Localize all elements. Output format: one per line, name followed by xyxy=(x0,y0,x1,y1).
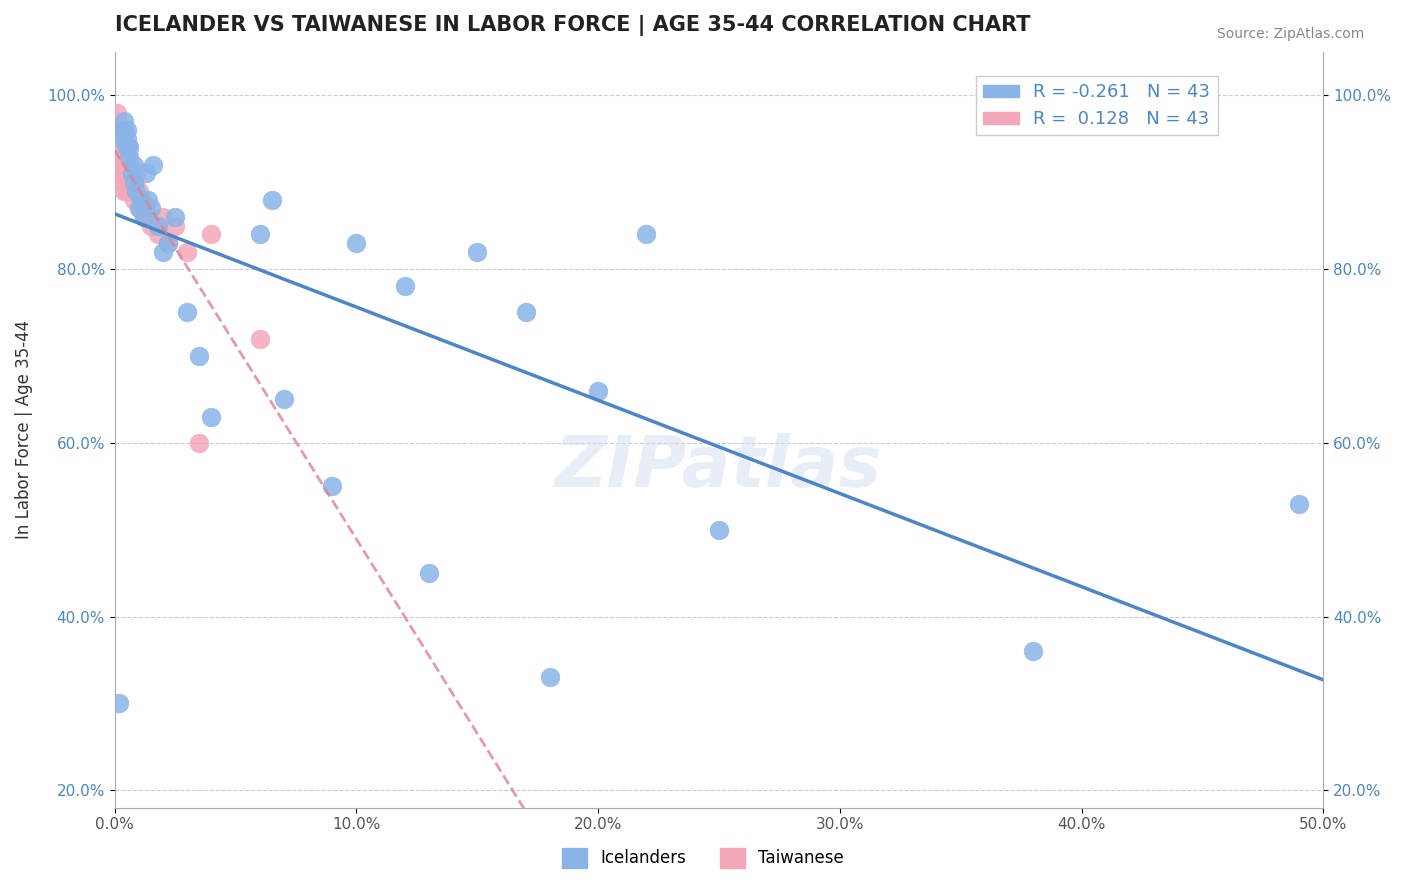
Point xyxy=(139,219,162,233)
Point xyxy=(139,201,162,215)
Point xyxy=(118,140,141,154)
Point xyxy=(122,158,145,172)
Point xyxy=(188,435,211,450)
Point xyxy=(111,123,134,137)
Point xyxy=(142,158,165,172)
Point xyxy=(112,184,135,198)
Point xyxy=(129,193,152,207)
Point xyxy=(163,219,186,233)
Point xyxy=(108,697,131,711)
Point xyxy=(108,140,131,154)
Text: ZIPatlas: ZIPatlas xyxy=(555,433,883,502)
Point xyxy=(707,523,730,537)
Point xyxy=(122,175,145,189)
Point xyxy=(200,227,222,242)
Legend: Icelanders, Taiwanese: Icelanders, Taiwanese xyxy=(555,841,851,875)
Point xyxy=(156,235,179,250)
Point xyxy=(115,132,138,146)
Point xyxy=(200,409,222,424)
Point xyxy=(111,175,134,189)
Point xyxy=(146,219,169,233)
Point xyxy=(121,166,143,180)
Point xyxy=(188,349,211,363)
Point xyxy=(321,479,343,493)
Point xyxy=(111,158,134,172)
Point xyxy=(118,175,141,189)
Point xyxy=(112,175,135,189)
Point xyxy=(344,235,367,250)
Point xyxy=(156,235,179,250)
Point xyxy=(515,305,537,319)
Point xyxy=(111,140,134,154)
Point xyxy=(465,244,488,259)
Point xyxy=(152,210,174,224)
Point xyxy=(105,123,128,137)
Point xyxy=(260,193,283,207)
Point xyxy=(249,332,271,346)
Point xyxy=(111,132,134,146)
Point xyxy=(394,279,416,293)
Point xyxy=(128,201,150,215)
Point xyxy=(121,166,143,180)
Point xyxy=(111,166,134,180)
Point xyxy=(418,566,440,580)
Point xyxy=(108,149,131,163)
Point xyxy=(122,175,145,189)
Legend: R = -0.261   N = 43, R =  0.128   N = 43: R = -0.261 N = 43, R = 0.128 N = 43 xyxy=(976,76,1218,136)
Point xyxy=(163,210,186,224)
Point xyxy=(538,670,561,684)
Point xyxy=(111,149,134,163)
Point xyxy=(636,227,658,242)
Point xyxy=(1288,497,1310,511)
Point xyxy=(118,149,141,163)
Point xyxy=(115,149,138,163)
Point xyxy=(115,166,138,180)
Point xyxy=(176,244,198,259)
Point xyxy=(132,210,155,224)
Point xyxy=(135,201,157,215)
Point xyxy=(118,158,141,172)
Point xyxy=(152,244,174,259)
Point xyxy=(128,184,150,198)
Point xyxy=(249,227,271,242)
Point xyxy=(115,184,138,198)
Point xyxy=(125,166,148,180)
Point xyxy=(112,123,135,137)
Point xyxy=(129,193,152,207)
Point xyxy=(125,184,148,198)
Point xyxy=(112,114,135,128)
Point xyxy=(118,140,141,154)
Point xyxy=(128,201,150,215)
Point xyxy=(135,166,157,180)
Point xyxy=(1022,644,1045,658)
Point xyxy=(112,158,135,172)
Point xyxy=(112,166,135,180)
Y-axis label: In Labor Force | Age 35-44: In Labor Force | Age 35-44 xyxy=(15,320,32,540)
Text: Source: ZipAtlas.com: Source: ZipAtlas.com xyxy=(1216,27,1364,41)
Point xyxy=(108,158,131,172)
Point xyxy=(176,305,198,319)
Point xyxy=(105,105,128,120)
Point xyxy=(115,123,138,137)
Point xyxy=(138,193,160,207)
Point xyxy=(105,114,128,128)
Point xyxy=(108,149,131,163)
Point xyxy=(111,132,134,146)
Point xyxy=(121,184,143,198)
Point xyxy=(108,132,131,146)
Point xyxy=(146,227,169,242)
Point xyxy=(273,392,295,407)
Point xyxy=(586,384,609,398)
Point xyxy=(115,140,138,154)
Point xyxy=(132,210,155,224)
Point xyxy=(122,193,145,207)
Text: ICELANDER VS TAIWANESE IN LABOR FORCE | AGE 35-44 CORRELATION CHART: ICELANDER VS TAIWANESE IN LABOR FORCE | … xyxy=(115,15,1031,36)
